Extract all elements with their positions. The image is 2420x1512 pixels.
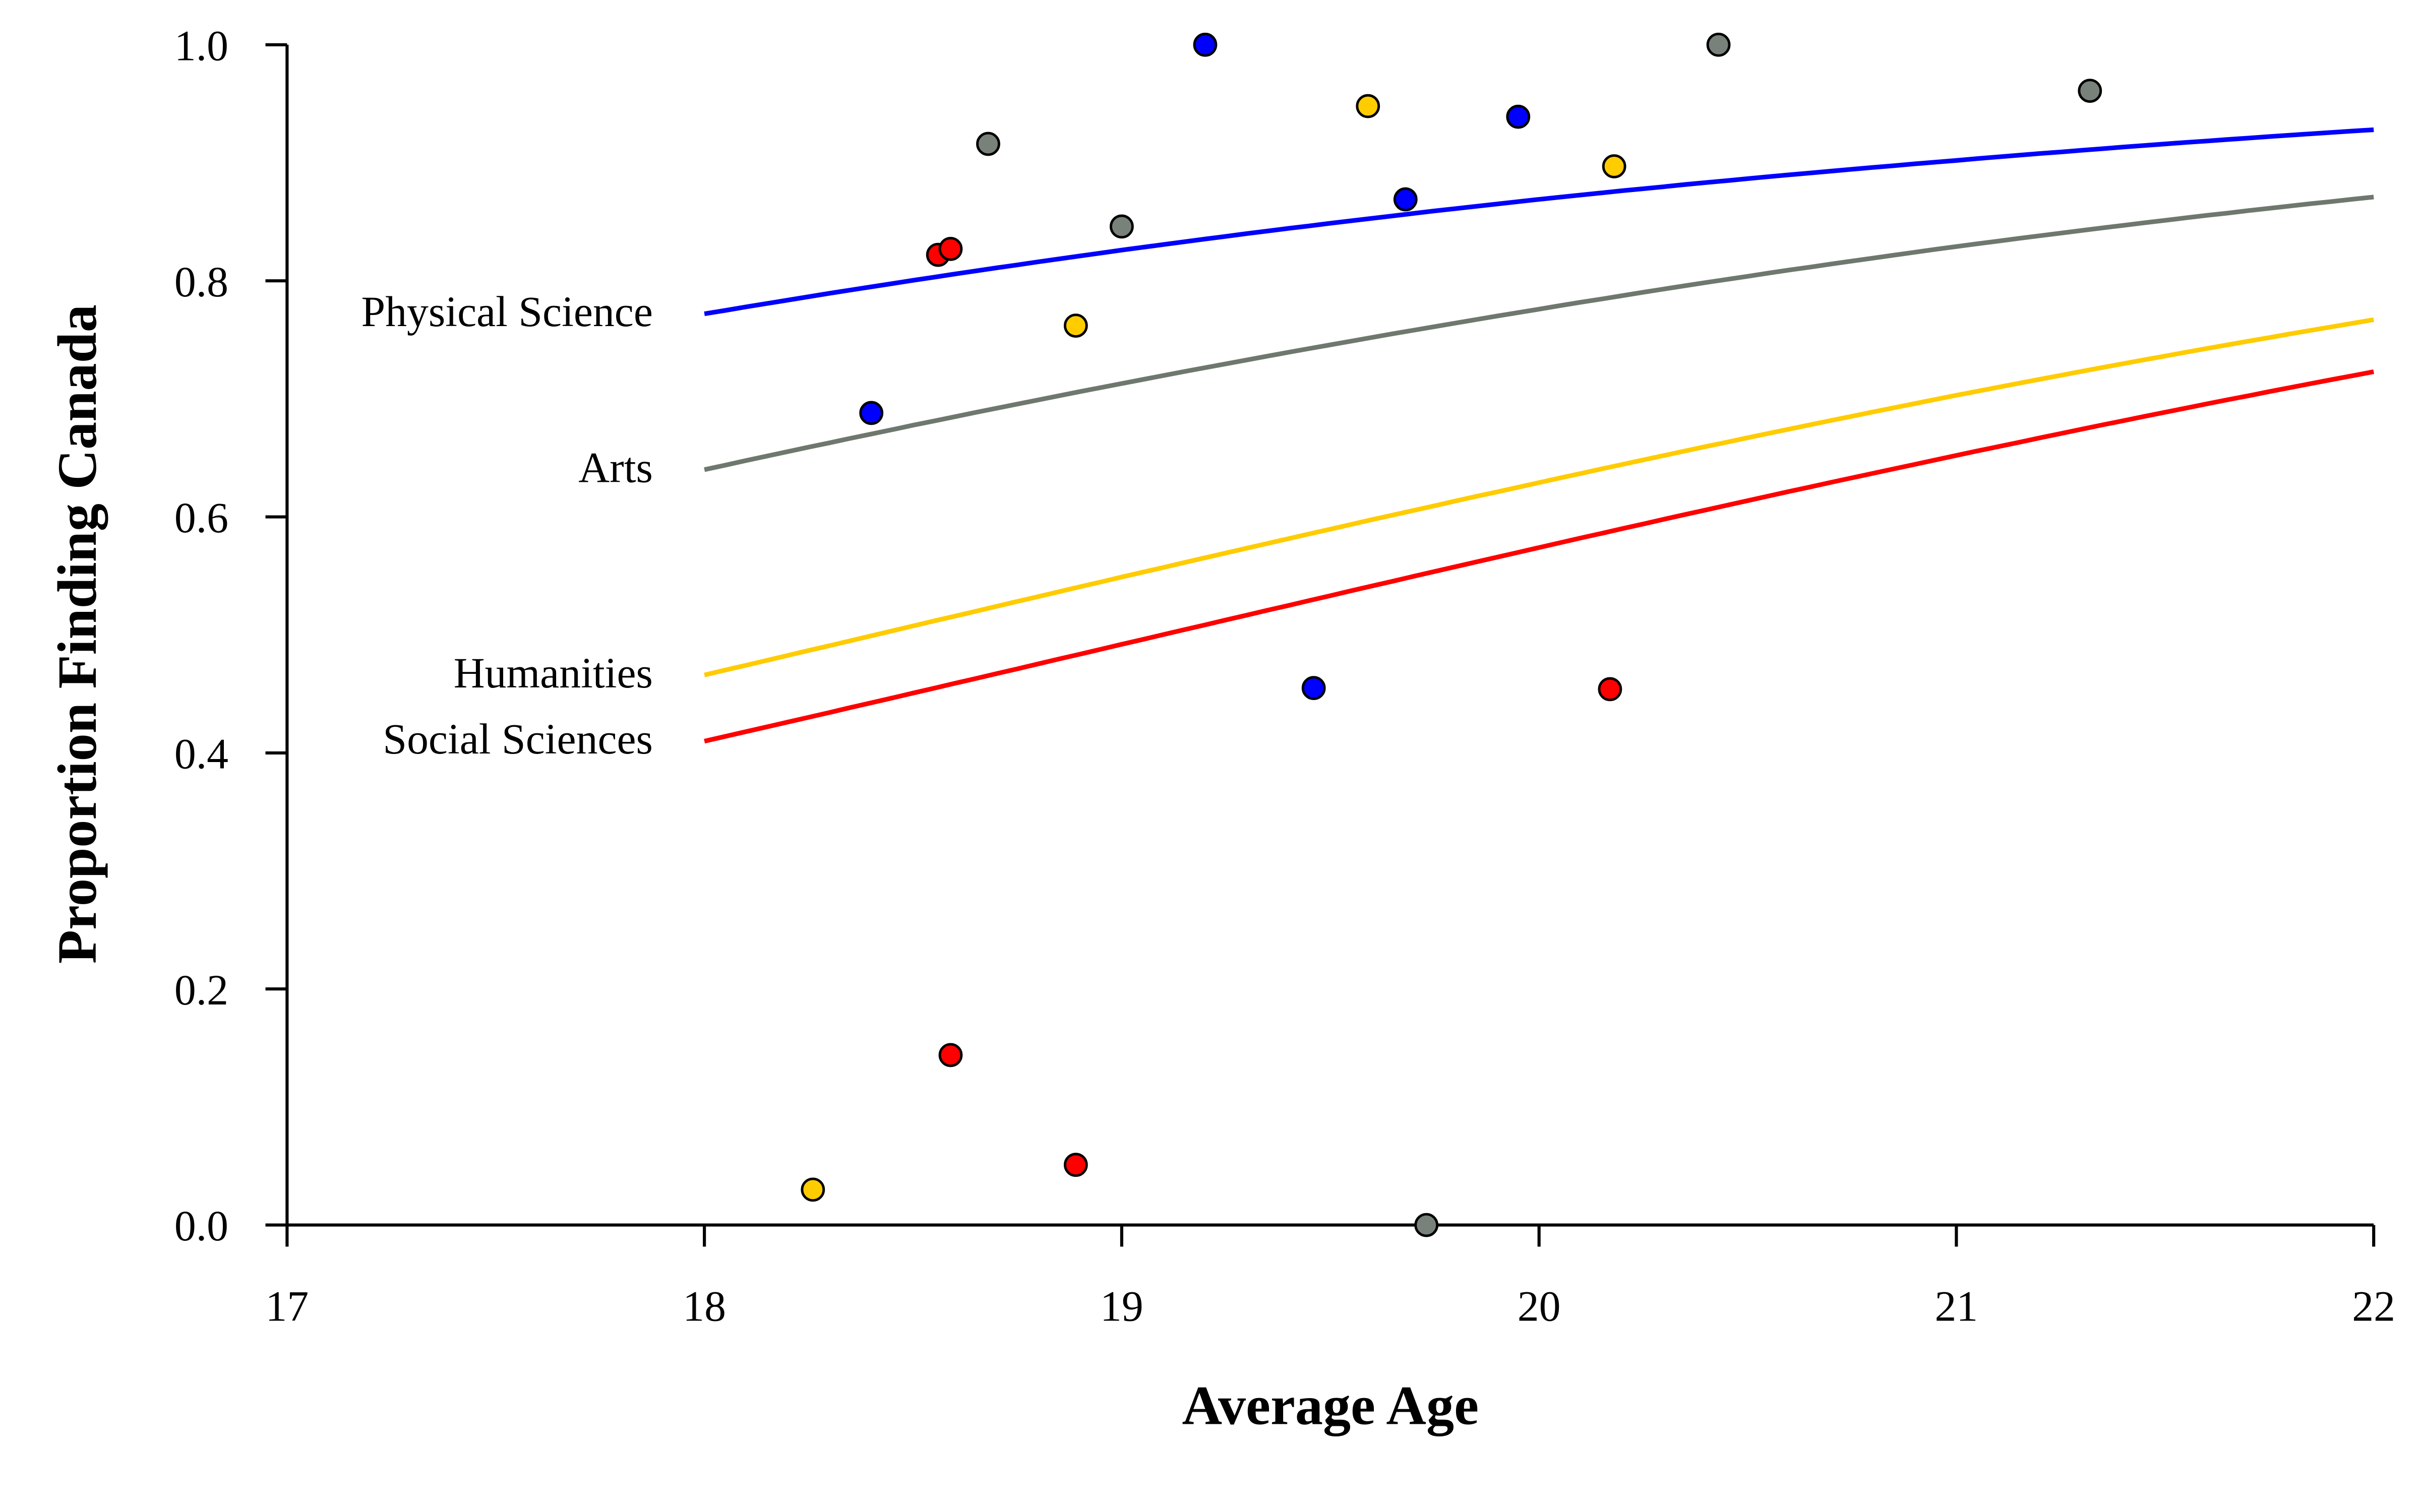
point-humanities xyxy=(801,1177,825,1202)
fit-curve-social-sciences xyxy=(704,369,2375,744)
series-label-humanities: Humanities xyxy=(454,649,653,697)
point-social-sciences xyxy=(938,237,963,261)
point-humanities xyxy=(1602,154,1626,178)
point-physical-science xyxy=(1506,104,1531,129)
point-humanities xyxy=(1063,313,1088,338)
x-tick-label: 21 xyxy=(1935,1282,1978,1330)
x-tick-label: 20 xyxy=(1518,1282,1561,1330)
y-tick-label: 0.8 xyxy=(174,258,228,306)
point-arts xyxy=(2078,79,2102,103)
x-axis-title: Average Age xyxy=(1182,1375,1479,1436)
series-label-social-sciences: Social Sciences xyxy=(383,715,652,763)
fit-curve-physical-science xyxy=(704,127,2374,317)
axes: 17 18 19 20 21 22 0.0 0.2 0.4 0.6 0.8 1.0 xyxy=(174,22,2395,1330)
fit-curve-arts xyxy=(704,195,2374,472)
y-axis-title: Proportion Finding Canada xyxy=(46,304,108,964)
point-arts xyxy=(1706,32,1731,57)
y-tick-label: 0.2 xyxy=(174,966,228,1014)
y-tick-label: 0.4 xyxy=(174,730,228,778)
y-tick-label: 0.0 xyxy=(174,1202,228,1250)
point-humanities xyxy=(1356,94,1380,118)
point-arts xyxy=(1110,214,1134,239)
y-tick-label: 1.0 xyxy=(174,22,228,70)
series-label-physical-science: Physical Science xyxy=(361,288,653,336)
point-arts xyxy=(976,132,1000,156)
fit-curves xyxy=(704,127,2375,744)
point-social-sciences xyxy=(1598,677,1622,702)
point-physical-science xyxy=(1193,32,1218,57)
point-social-sciences xyxy=(1063,1153,1088,1177)
y-tick-label: 0.6 xyxy=(174,494,228,542)
x-tick-label: 19 xyxy=(1100,1282,1143,1330)
series-labels: Physical Science Arts Humanities Social Sci… xyxy=(361,288,653,763)
x-tick-label: 18 xyxy=(683,1282,726,1330)
data-points xyxy=(801,32,2102,1237)
x-tick-label: 22 xyxy=(2352,1282,2395,1330)
series-label-arts: Arts xyxy=(578,444,653,491)
point-physical-science xyxy=(1301,676,1326,700)
point-social-sciences xyxy=(938,1043,963,1067)
point-arts xyxy=(1414,1213,1439,1237)
point-physical-science xyxy=(859,401,884,425)
x-tick-label: 17 xyxy=(266,1282,309,1330)
point-physical-science xyxy=(1393,187,1418,212)
fit-curve-humanities xyxy=(704,317,2374,677)
